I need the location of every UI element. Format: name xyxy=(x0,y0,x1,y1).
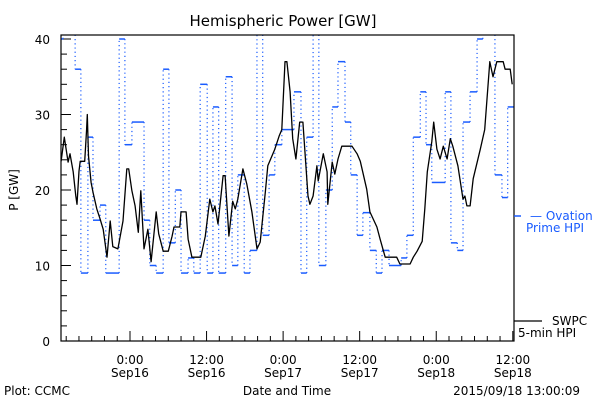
y-tick-label: 20 xyxy=(35,184,50,198)
legend: — Ovation Prime HPI SWPC 5-min HPI xyxy=(514,209,593,340)
x-tick-label-date: Sep17 xyxy=(341,366,379,380)
x-tick-label-time: 12:00 xyxy=(496,353,531,367)
plot-timestamp: 2015/09/18 13:00:09 xyxy=(453,384,580,398)
x-tick-label-date: Sep17 xyxy=(264,366,302,380)
legend-swpc-label: SWPC xyxy=(552,314,587,328)
x-tick-label-time: 0:00 xyxy=(423,353,450,367)
x-tick-label-time: 12:00 xyxy=(342,353,377,367)
x-tick-label-time: 0:00 xyxy=(117,353,144,367)
x-tick-label-date: Sep18 xyxy=(417,366,455,380)
plot-credit: Plot: CCMC xyxy=(4,384,70,398)
legend-swpc-label-2: 5-min HPI xyxy=(518,326,576,340)
y-axis-label: P [GW] xyxy=(7,169,21,211)
x-tick-label-date: Sep16 xyxy=(111,366,149,380)
y-tick-label: 40 xyxy=(35,33,50,47)
x-tick-label-date: Sep16 xyxy=(188,366,226,380)
plot-frame xyxy=(60,34,515,342)
legend-ovation-label: — Ovation xyxy=(530,209,593,223)
x-tick-label-time: 0:00 xyxy=(270,353,297,367)
x-tick-label-date: Sep18 xyxy=(494,366,532,380)
chart-title: Hemispheric Power [GW] xyxy=(190,12,377,30)
x-axis-label: Date and Time xyxy=(243,384,331,398)
x-tick-label-time: 12:00 xyxy=(189,353,224,367)
y-tick-label: 30 xyxy=(35,109,50,123)
y-tick-label: 0 xyxy=(42,335,50,349)
swpc-hpi-line xyxy=(61,61,513,265)
legend-ovation-label-2: Prime HPI xyxy=(526,221,584,235)
y-tick-label: 10 xyxy=(35,260,50,274)
